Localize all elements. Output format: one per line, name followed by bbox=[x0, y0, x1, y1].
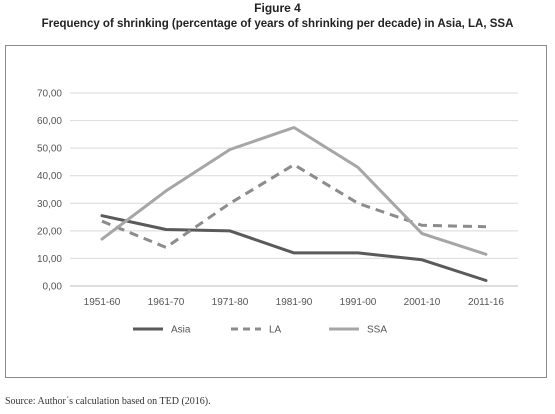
x-tick-label: 2001-10 bbox=[404, 297, 441, 308]
y-tick-label: 30,00 bbox=[37, 199, 62, 210]
y-tick-label: 0,00 bbox=[43, 282, 63, 293]
series-line-asia bbox=[100, 214, 488, 282]
figure-title: Frequency of shrinking (percentage of ye… bbox=[41, 18, 514, 30]
y-tick-label: 40,00 bbox=[37, 171, 62, 182]
x-tick-label: 1961-70 bbox=[148, 297, 185, 308]
y-tick-label: 10,00 bbox=[37, 254, 62, 265]
y-tick-label: 50,00 bbox=[37, 144, 62, 155]
x-tick-label: 1981-90 bbox=[276, 297, 313, 308]
y-tick-label: 20,00 bbox=[37, 226, 62, 237]
series-line-la bbox=[101, 163, 487, 249]
series-line-ssa bbox=[100, 126, 488, 256]
x-tick-label: 1991-00 bbox=[340, 297, 377, 308]
legend-label-la: LA bbox=[269, 325, 282, 336]
legend-label-asia: Asia bbox=[171, 325, 191, 336]
x-tick-label: 1971-80 bbox=[212, 297, 249, 308]
chart-frame: 0,00 10,00 20,00 30,00 40,00 50,00 60,00 70,00 1… bbox=[5, 45, 547, 378]
x-tick-label: 1951-60 bbox=[84, 297, 121, 308]
x-tick-label: 2011-16 bbox=[468, 297, 504, 308]
source-note: Source: Author´s calculation based on TE… bbox=[5, 396, 211, 407]
figure-label: Figure 4 bbox=[254, 1, 301, 15]
legend-label-ssa: SSA bbox=[367, 325, 387, 336]
y-tick-label: 60,00 bbox=[37, 116, 62, 127]
line-chart: 0,00 10,00 20,00 30,00 40,00 50,00 60,00 70,00 1… bbox=[37, 89, 518, 336]
y-tick-label: 70,00 bbox=[37, 89, 62, 100]
